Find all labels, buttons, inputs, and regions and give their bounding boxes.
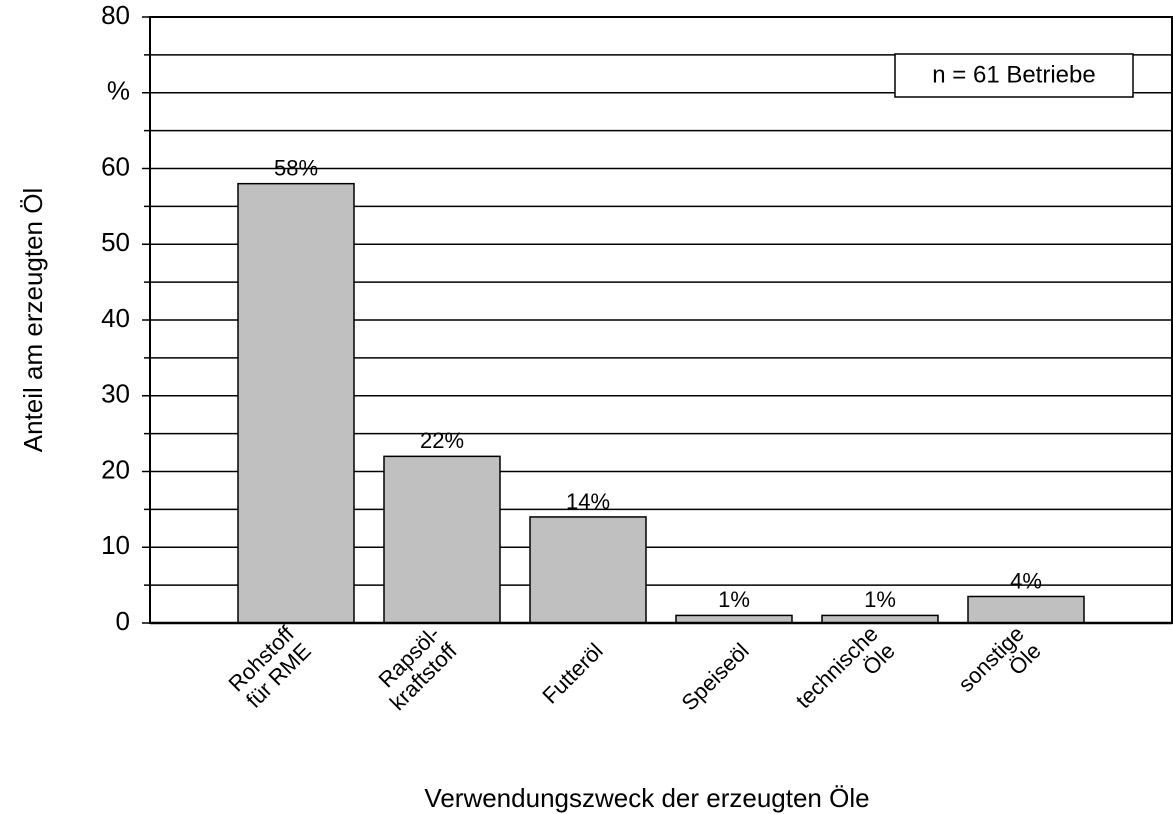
bar: [967, 595, 1085, 624]
bar: [529, 516, 647, 624]
annotation-box: [894, 53, 1134, 98]
y-tick-label: 40: [101, 303, 130, 333]
bar: [237, 182, 355, 624]
y-tick-label: 0: [116, 606, 130, 636]
value-label: 1%: [864, 587, 896, 612]
x-tick-label: Rohstofffür RME: [223, 620, 316, 713]
x-tick-label: Futteröl: [537, 638, 607, 708]
y-tick-label: 20: [101, 454, 130, 484]
x-axis-label: Verwendungszweck der erzeugten Öle: [424, 783, 869, 813]
x-tick-label: sonstigeÖle: [953, 621, 1046, 714]
value-label: 4%: [1010, 568, 1042, 593]
value-label: 58%: [274, 155, 318, 180]
y-tick-label: 10: [101, 530, 130, 560]
y-axis-label: Anteil am erzeugten Öl: [18, 188, 48, 452]
x-tick-label: Speiseöl: [676, 638, 753, 715]
value-label: 22%: [420, 428, 464, 453]
value-label: 14%: [566, 489, 610, 514]
y-tick-label: 30: [101, 379, 130, 409]
x-tick-label: Rapsöl-kraftstoff: [368, 620, 463, 715]
annotation: n = 61 Betriebe: [932, 61, 1095, 88]
bar: [383, 455, 501, 624]
y-tick-label: 80: [101, 0, 130, 30]
value-label: 1%: [718, 587, 750, 612]
y-tick-label: 60: [101, 151, 130, 181]
y-tick-label: %: [107, 76, 130, 106]
y-tick-label: 50: [101, 227, 130, 257]
x-tick-label: technischeÖle: [791, 621, 900, 730]
